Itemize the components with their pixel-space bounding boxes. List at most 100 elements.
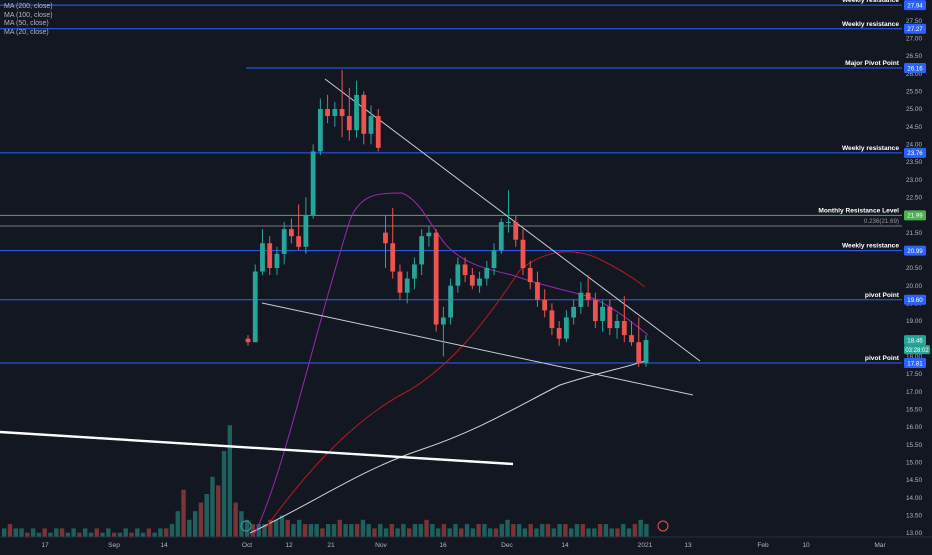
volume-bar [175,511,180,537]
volume-bar [540,524,545,537]
trendlines-layer [0,78,701,466]
x-tick-label: Feb [757,542,769,549]
legend-ma20[interactable]: MA (20, close) [4,28,49,36]
legend-ma200[interactable]: MA (200, close) [4,3,53,10]
volume-bar [331,524,337,537]
candle-body [621,321,627,336]
x-tick-label: 17 [41,542,49,549]
volume-bar [592,528,597,537]
volume-bar [412,524,418,537]
y-tick-label: 24.00 [906,142,922,149]
volume-bar [71,528,76,537]
candle-body [564,317,569,339]
candle-body [426,232,432,237]
candle-body [448,285,454,318]
volume-bar [77,532,82,537]
candle-body [289,229,294,237]
candle-body [346,116,352,131]
volume-bar [493,528,499,537]
volume-bar [430,524,435,537]
level-badge-label: 20.99 [907,248,923,255]
y-tick-label: 14.00 [906,495,922,502]
volume-bar [250,524,256,537]
level-label: Weekly resistance [842,145,899,152]
volume-bar [383,528,389,537]
candle-body [281,229,287,254]
countdown-label: 03:28:02 [905,348,929,354]
candle-body [339,109,345,117]
candle-body [542,299,548,311]
volume-bar [441,524,447,537]
candle-body [607,306,613,329]
volume-bar [632,524,638,537]
y-tick-label: 26.50 [906,53,922,60]
volume-bar [233,502,238,537]
level-badge [904,63,926,74]
volume-bar [545,524,551,537]
volume-bar [36,532,42,537]
y-tick-label: 15.00 [906,460,922,467]
volume-bar [19,528,24,537]
x-tick-label: Nov [375,542,387,549]
legend-ma50[interactable]: MA (50, close) [4,20,49,28]
volume-bar [187,519,192,537]
legend-ma100[interactable]: MA (100, close) [4,11,53,19]
candle-body [317,109,323,152]
level-badge [904,294,926,305]
descending-trendline [324,78,701,362]
volume-bar [221,451,227,537]
x-tick-label: 10 [802,542,810,549]
level-badge-label: 21.99 [907,213,923,220]
x-tick-label: Dec [501,542,513,549]
volume-bar [65,532,71,537]
volume-bar [464,524,470,537]
candle-body [361,94,367,134]
volume-bar [152,532,157,537]
volume-bar [2,528,7,537]
volume-bar [378,524,383,537]
candle-body [636,342,642,364]
candle-body [267,243,273,268]
volume-bar [48,532,53,537]
volume-bar [192,511,198,537]
volume-bar [569,528,574,537]
candle-body [585,292,591,300]
volume-bar [644,524,649,537]
volume-bar [580,524,585,537]
volume-bar [435,528,441,537]
level-badge [904,147,926,158]
volume-bar [551,528,557,537]
current-price-label: 18.46 [907,337,923,344]
candle-body [592,299,598,321]
volume-bar [366,524,371,537]
level-badge-label: 17.81 [907,360,923,367]
y-tick-label: 22.50 [906,195,922,202]
y-tick-label: 16.50 [906,407,922,414]
volume-bar [146,528,152,537]
volume-bar [563,524,568,537]
y-tick-label: 21.50 [906,230,922,237]
candle-body [310,151,316,215]
candle-body [484,268,490,279]
volume-bar [621,524,626,537]
volume-bar [360,519,366,537]
volume-bar [256,524,261,537]
candle-body [556,328,562,339]
level-badge [904,245,926,256]
candles-layer [245,70,649,367]
volume-bar [326,524,331,537]
y-tick-label: 13.50 [906,513,922,520]
y-tick-label: 27.50 [906,18,922,25]
volume-bar [516,524,522,537]
y-tick-label: 17.00 [906,389,922,396]
volume-bar [418,524,423,537]
volume-bar [522,528,528,537]
x-tick-label: 21 [327,542,335,549]
volume-bar [245,519,250,537]
volume-bar [135,528,140,537]
volume-bar [268,519,273,537]
volume-bar [574,524,580,537]
volume-bar [372,528,377,537]
